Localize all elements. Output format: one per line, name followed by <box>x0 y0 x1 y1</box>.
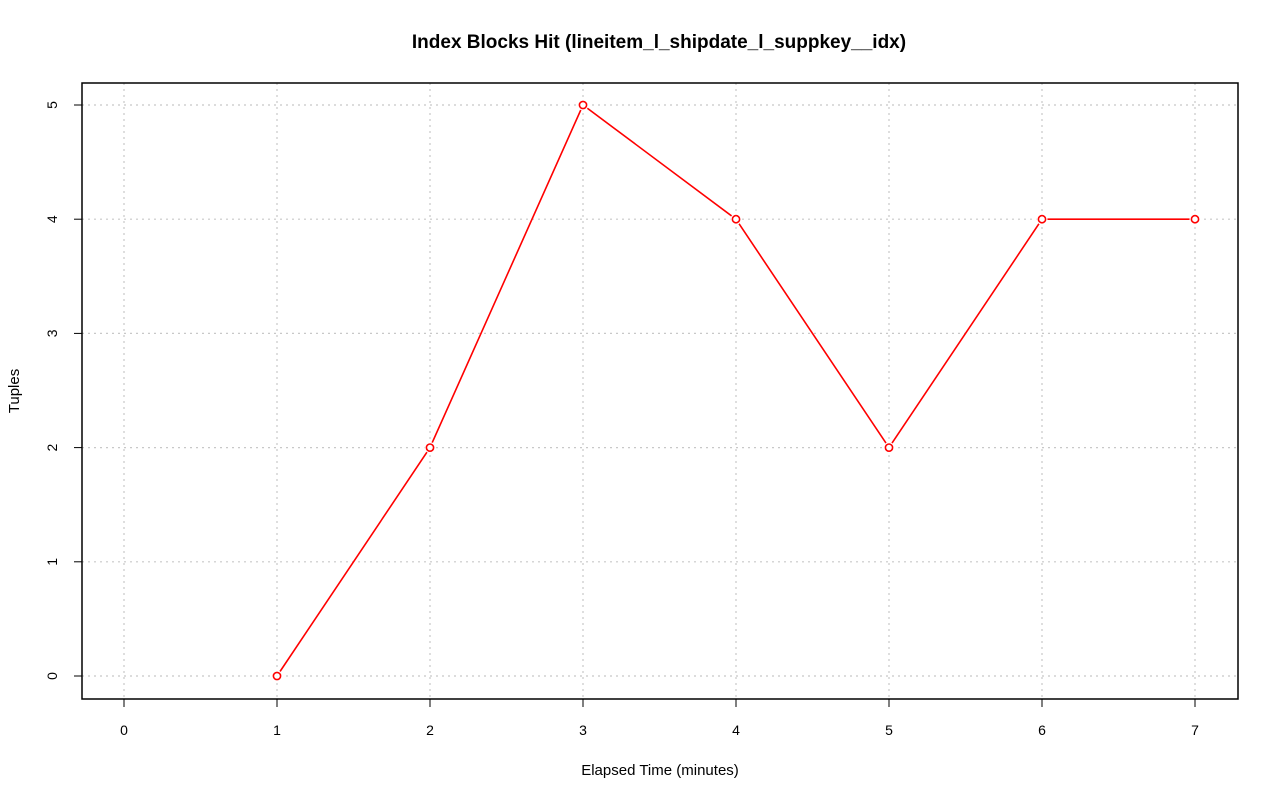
y-tick-label: 1 <box>44 558 60 566</box>
x-tick-label: 2 <box>426 722 434 738</box>
y-axis: 0 1 2 3 4 5 <box>44 101 82 680</box>
data-point <box>731 214 741 224</box>
data-point <box>578 100 588 110</box>
x-tick-label: 7 <box>1191 722 1199 738</box>
data-point <box>1190 214 1200 224</box>
y-tick-label: 0 <box>44 672 60 680</box>
x-tick-label: 0 <box>120 722 128 738</box>
data-point <box>425 443 435 452</box>
data-point <box>272 671 282 681</box>
x-axis: 0 1 2 3 4 5 6 7 <box>120 699 1199 738</box>
y-axis-label: Tuples <box>6 369 23 413</box>
x-tick-label: 6 <box>1038 722 1046 738</box>
x-axis-label: Elapsed Time (minutes) <box>581 762 739 779</box>
x-tick-label: 3 <box>579 722 587 738</box>
y-tick-label: 4 <box>44 215 60 223</box>
series-group <box>271 99 1201 682</box>
x-tick-label: 5 <box>885 722 893 738</box>
y-tick-label: 5 <box>44 101 60 109</box>
data-point <box>884 443 894 452</box>
y-tick-label: 2 <box>44 443 60 451</box>
x-tick-label: 1 <box>273 722 281 738</box>
data-point <box>1037 214 1047 224</box>
plot-frame <box>81 82 1239 700</box>
chart-title: Index Blocks Hit (lineitem_l_shipdate_l_… <box>412 32 906 53</box>
y-tick-label: 3 <box>44 329 60 337</box>
grid-lines <box>82 83 1238 699</box>
x-tick-label: 4 <box>732 722 740 738</box>
